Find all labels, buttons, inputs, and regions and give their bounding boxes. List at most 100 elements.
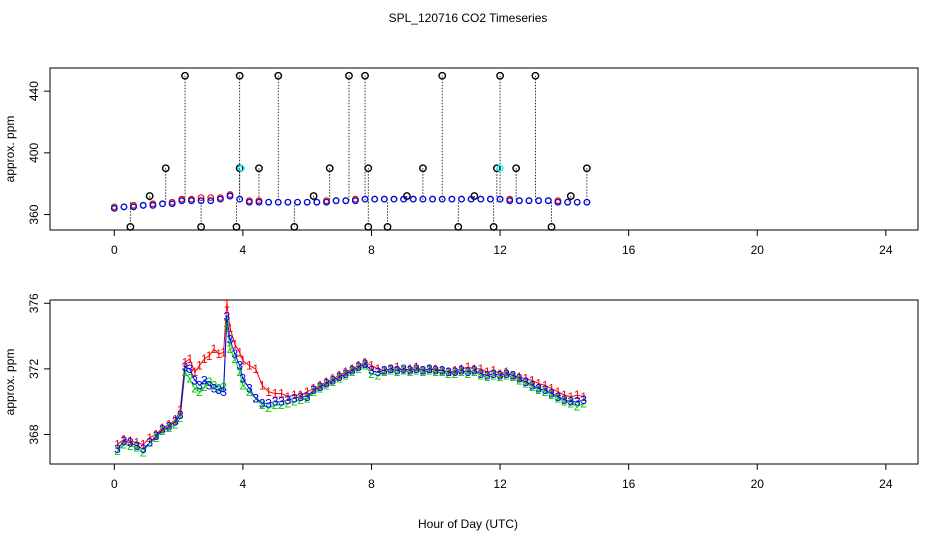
series-2-marker: 2 xyxy=(355,362,362,376)
series-3-point xyxy=(554,198,562,206)
outlier-point xyxy=(126,223,135,231)
series-1-marker: 1 xyxy=(317,378,324,392)
x-tick-label: 24 xyxy=(879,477,893,491)
series-1-marker: 1 xyxy=(146,431,153,445)
series-2-marker: 2 xyxy=(477,368,484,382)
series-2-marker: 2 xyxy=(368,367,375,381)
series-3-point xyxy=(236,195,244,203)
series-3-marker: 3 xyxy=(140,442,147,456)
series-3-point xyxy=(313,198,321,206)
series-2-marker: 2 xyxy=(133,441,140,455)
series-1-marker: 1 xyxy=(259,378,266,392)
series-2-marker: 2 xyxy=(342,368,349,382)
series-1-marker: 1 xyxy=(555,385,562,399)
series-2-marker: 2 xyxy=(452,367,459,381)
y-tick-label: 376 xyxy=(27,293,41,313)
series-3-marker: 3 xyxy=(490,367,497,381)
series-1-marker: 1 xyxy=(159,421,166,435)
series-3-marker: 3 xyxy=(211,382,218,396)
series-1-marker: 1 xyxy=(484,365,491,379)
series-3-marker: 3 xyxy=(114,442,121,456)
series-3-marker: 3 xyxy=(407,364,414,378)
series-1-marker: 1 xyxy=(567,390,574,404)
series-2-marker: 2 xyxy=(561,395,568,409)
series-2-marker: 2 xyxy=(420,365,427,379)
series-1-marker: 1 xyxy=(465,360,472,374)
series-3-marker: 3 xyxy=(561,393,568,407)
series-2-marker: 2 xyxy=(432,365,439,379)
series-2-marker: 2 xyxy=(375,368,382,382)
series-3-marker: 3 xyxy=(240,372,247,386)
highlight-point xyxy=(496,164,504,172)
series-1-marker: 1 xyxy=(490,364,497,378)
series-2-marker: 2 xyxy=(458,365,465,379)
series-2-marker: 2 xyxy=(336,372,343,386)
series-1-marker: 1 xyxy=(522,372,529,386)
series-1-marker: 1 xyxy=(177,403,184,417)
series-3-point xyxy=(284,198,292,206)
series-2-marker: 2 xyxy=(223,316,230,330)
series-3-marker: 3 xyxy=(201,373,208,387)
series-2-marker: 2 xyxy=(206,375,213,389)
series-3-marker: 3 xyxy=(400,362,407,376)
series-1-marker: 1 xyxy=(191,365,198,379)
series-1-marker: 1 xyxy=(201,352,208,366)
series-1-marker: 1 xyxy=(206,349,213,363)
series-1-marker: 1 xyxy=(580,390,587,404)
series-3-point xyxy=(207,197,215,205)
outlier-point xyxy=(438,71,447,80)
series-1-marker: 1 xyxy=(265,385,272,399)
series-3-point xyxy=(429,195,436,203)
series-3-marker: 3 xyxy=(252,391,259,405)
x-tick-label: 24 xyxy=(879,243,893,257)
x-tick-label: 0 xyxy=(111,477,118,491)
series-1-marker: 1 xyxy=(127,434,134,448)
series-3-point xyxy=(380,195,388,203)
series-3-marker: 3 xyxy=(355,360,362,374)
y-tick-label: 368 xyxy=(27,424,41,444)
series-1-marker: 1 xyxy=(362,355,369,369)
series-2-marker: 2 xyxy=(407,365,414,379)
series-3-marker: 3 xyxy=(445,365,452,379)
series-2-marker: 2 xyxy=(246,385,253,399)
series-3-marker: 3 xyxy=(265,396,272,410)
series-1-marker: 1 xyxy=(252,362,259,376)
series-2-marker: 2 xyxy=(114,444,121,458)
series-1-marker: 1 xyxy=(114,437,121,451)
series-3-point xyxy=(438,195,446,203)
series-3-point xyxy=(467,195,475,203)
series-3-marker: 3 xyxy=(413,362,420,376)
x-tick-label: 12 xyxy=(493,243,507,257)
series-3-point xyxy=(361,195,369,203)
series-1-marker: 1 xyxy=(452,364,459,378)
series-2-marker: 2 xyxy=(522,377,529,391)
series-1-marker: 1 xyxy=(246,359,253,373)
series-3-point xyxy=(149,201,157,209)
series-2-marker: 2 xyxy=(465,367,472,381)
series-1-marker: 1 xyxy=(342,365,349,379)
series-3-point xyxy=(294,198,301,206)
series-3-point xyxy=(342,197,350,205)
series-2-marker: 2 xyxy=(413,364,420,378)
series-3-point xyxy=(496,195,504,203)
series-1-point xyxy=(197,194,205,202)
series-1-marker: 1 xyxy=(196,359,203,373)
series-2-marker: 2 xyxy=(439,365,446,379)
x-tick-label: 20 xyxy=(751,477,765,491)
series-2-marker: 2 xyxy=(177,411,184,425)
series-3-point xyxy=(477,195,485,203)
series-3-marker: 3 xyxy=(172,414,179,428)
series-2-marker: 2 xyxy=(497,370,504,384)
series-3-marker: 3 xyxy=(272,395,279,409)
series-3-marker: 3 xyxy=(304,390,311,404)
outlier-point xyxy=(274,71,283,80)
series-2-marker: 2 xyxy=(555,391,562,405)
series-3-point xyxy=(216,195,224,203)
series-1-marker: 1 xyxy=(516,370,523,384)
series-1-marker: 1 xyxy=(445,365,452,379)
series-1-marker: 1 xyxy=(140,437,147,451)
series-3-point xyxy=(197,197,205,205)
